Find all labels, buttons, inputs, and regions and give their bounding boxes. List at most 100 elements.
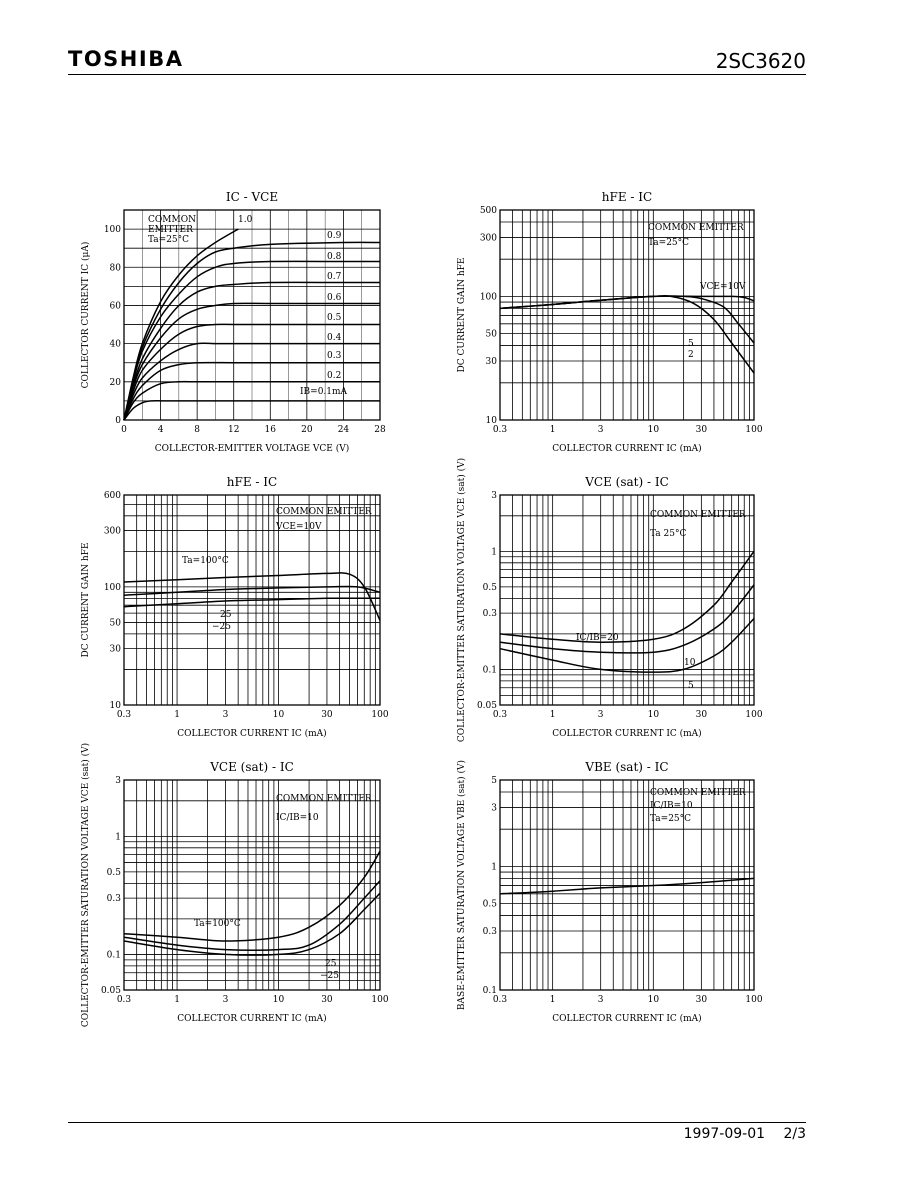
y-tick-label: 1 [115, 832, 121, 842]
chart-title: hFE - IC [227, 475, 277, 489]
x-axis-label: COLLECTOR CURRENT IC (mA) [552, 1013, 701, 1024]
x-axis-label: COLLECTOR CURRENT IC (mA) [177, 728, 326, 739]
x-tick-label: 3 [598, 995, 604, 1005]
series-line [123, 880, 381, 951]
series-label: 0.4 [327, 333, 342, 343]
x-tick-label: 20 [301, 425, 313, 435]
x-tick-label: 100 [371, 995, 388, 1005]
series-line [123, 302, 380, 421]
x-tick-label: 10 [273, 995, 285, 1005]
x-tick-label: 3 [598, 425, 604, 435]
y-tick-label: 0.05 [477, 701, 497, 711]
series-label: 2 [688, 350, 694, 360]
y-axis-label: DC CURRENT GAIN hFE [81, 543, 91, 658]
annotation: COMMON EMITTER [276, 794, 372, 804]
series-label: −25 [212, 622, 231, 632]
annotation: IC/IB=10 [276, 813, 319, 823]
y-tick-label: 10 [110, 701, 122, 711]
chart-title: VCE (sat) - IC [209, 760, 294, 774]
annotation: Ta=25°C [648, 238, 689, 248]
series-label: 0.8 [327, 252, 342, 262]
chart-1: 0 4 8 12 16 20 24 28 0 20 40 60 80 100 IC - VCE COLLECT… [80, 190, 386, 454]
y-tick-label: 500 [480, 206, 497, 216]
header-rule [68, 74, 806, 75]
annotation: VCE=10V [275, 522, 322, 532]
series-label: 1.0 [238, 215, 253, 225]
annotation: VCE=10V [699, 282, 746, 292]
footer-rule [68, 1122, 806, 1123]
x-axis-label: COLLECTOR CURRENT IC (mA) [552, 728, 701, 739]
chart-title: VCE (sat) - IC [584, 475, 669, 489]
series-line [123, 572, 381, 621]
x-axis-label: COLLECTOR CURRENT IC (mA) [552, 443, 701, 454]
y-tick-label: 0.5 [107, 868, 122, 878]
grid [499, 779, 755, 991]
series-label: 5 [688, 339, 694, 349]
series-label: 25 [325, 959, 337, 969]
y-tick-label: 0.3 [107, 894, 122, 904]
x-tick-label: 4 [158, 425, 164, 435]
grid [499, 209, 755, 421]
y-tick-label: 10 [486, 416, 498, 426]
series-line [499, 877, 755, 895]
y-tick-label: 30 [486, 357, 498, 367]
y-tick-label: 100 [104, 225, 121, 235]
y-tick-label: 100 [480, 292, 497, 302]
series-line [123, 892, 381, 956]
annotation: COMMON EMITTER [650, 510, 746, 520]
plot-frame [123, 779, 381, 991]
x-tick-label: 24 [338, 425, 350, 435]
chart-3: 0.3 1 3 10 30 100 10 30 50 100 300 600 hFE - IC COLLE… [81, 475, 389, 739]
x-tick-label: 10 [648, 995, 660, 1005]
y-tick-label: 50 [110, 618, 122, 628]
series-label: 10 [684, 658, 696, 668]
x-tick-label: 1 [550, 995, 556, 1005]
series-line [123, 400, 380, 421]
y-tick-label: 0.1 [107, 950, 121, 960]
x-tick-label: 30 [696, 710, 708, 720]
y-tick-label: 3 [491, 803, 497, 813]
grid [499, 494, 755, 706]
x-tick-label: 100 [745, 710, 762, 720]
x-tick-label: 30 [696, 425, 708, 435]
plot-frame [499, 209, 755, 421]
plot-frame [123, 494, 381, 706]
annotation: Ta=25°C [148, 235, 189, 245]
x-tick-label: 8 [194, 425, 200, 435]
x-tick-label: 10 [273, 710, 285, 720]
series-label: IC/IB=20 [576, 633, 619, 643]
x-tick-label: 0.3 [493, 710, 508, 720]
y-axis-label: BASE-EMITTER SATURATION VOLTAGE VBE (sat… [456, 760, 467, 1010]
x-tick-label: 30 [321, 710, 333, 720]
y-axis-label: COLLECTOR CURRENT IC (μA) [80, 242, 91, 389]
x-tick-label: 30 [696, 995, 708, 1005]
series-line [123, 342, 380, 421]
y-tick-label: 50 [486, 330, 498, 340]
series-line [123, 323, 380, 421]
y-tick-label: 0.3 [483, 927, 498, 937]
y-tick-label: 0.3 [483, 609, 498, 619]
series-label: 5 [688, 681, 694, 691]
y-tick-label: 1 [491, 547, 497, 557]
x-axis-label: COLLECTOR-EMITTER VOLTAGE VCE (V) [155, 443, 350, 454]
x-tick-label: 0.3 [493, 425, 508, 435]
y-tick-label: 100 [104, 583, 121, 593]
series-line [123, 597, 380, 608]
series-label: 0.3 [327, 351, 342, 361]
y-tick-label: 0.1 [483, 986, 497, 996]
series-line [499, 584, 755, 654]
series-line [499, 617, 755, 673]
y-tick-label: 40 [110, 340, 122, 350]
x-tick-label: 1 [174, 710, 180, 720]
annotation: COMMON EMITTER [648, 223, 744, 233]
y-tick-label: 600 [104, 491, 121, 501]
y-tick-label: 300 [480, 233, 497, 243]
footer: 1997-09-01 2/3 [670, 1126, 806, 1142]
y-axis-label: COLLECTOR-EMITTER SATURATION VOLTAGE VCE… [456, 458, 467, 742]
annotation: COMMON EMITTER [276, 507, 372, 517]
annotation: Ta 25°C [650, 529, 686, 539]
x-tick-label: 28 [374, 425, 386, 435]
plot-frame [499, 779, 755, 991]
y-tick-label: 30 [110, 645, 122, 655]
